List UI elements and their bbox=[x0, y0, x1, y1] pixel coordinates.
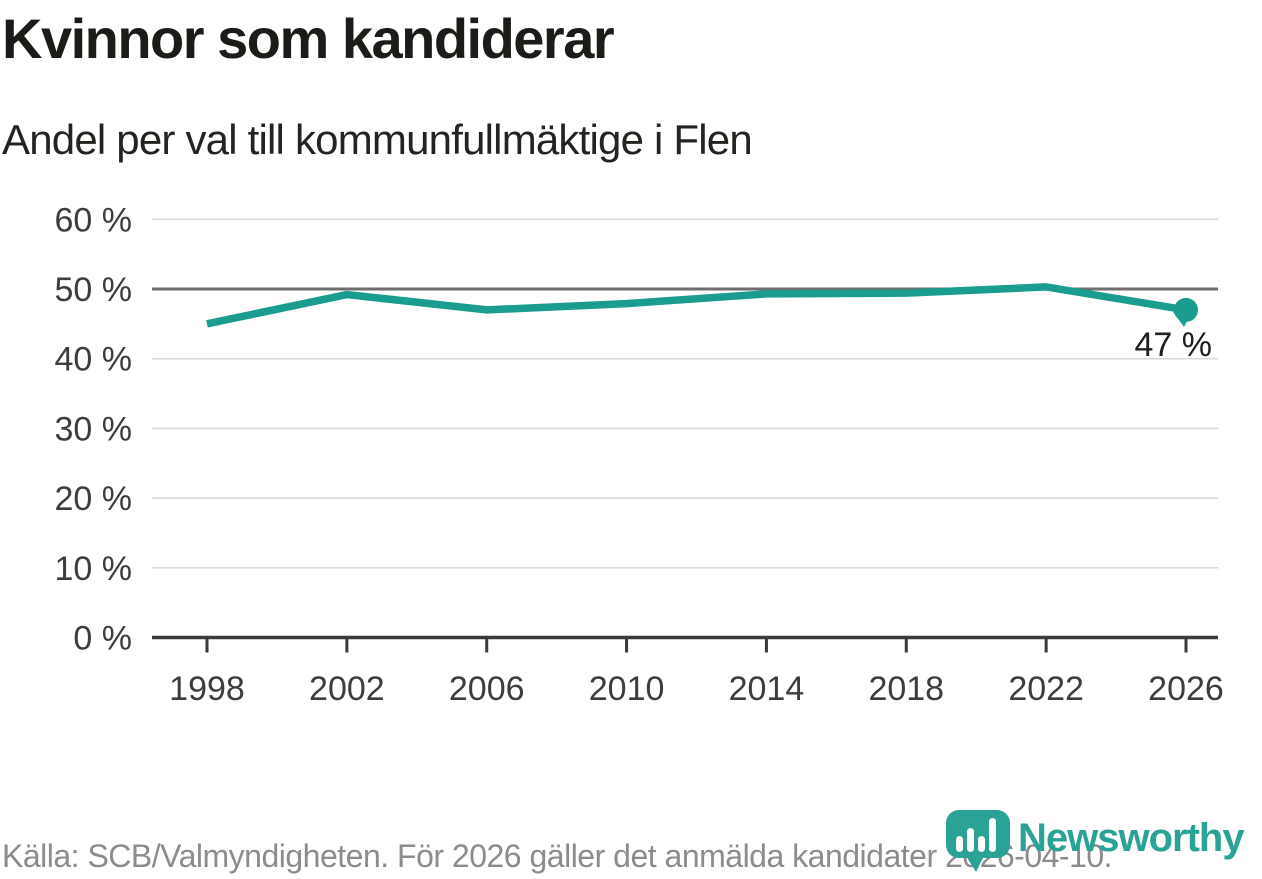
chart-subtitle: Andel per val till kommunfullmäktige i F… bbox=[2, 116, 753, 163]
x-axis bbox=[152, 635, 1218, 653]
x-tick-label: 2022 bbox=[1008, 670, 1084, 708]
newsworthy-logo-icon bbox=[946, 810, 1010, 872]
source-note: Källa: SCB/Valmyndigheten. För 2026 gäll… bbox=[2, 838, 1113, 874]
x-tick-label: 2018 bbox=[868, 670, 944, 708]
end-point-marker bbox=[1174, 297, 1198, 322]
newsworthy-logo: Newsworthy bbox=[946, 810, 1245, 872]
y-tick-label: 50 % bbox=[55, 271, 133, 309]
x-tick-label: 2002 bbox=[309, 670, 385, 708]
y-axis-labels: 0 % 10 % 20 % 30 % 40 % 50 % 60 % bbox=[55, 201, 133, 657]
y-tick-label: 10 % bbox=[55, 550, 133, 588]
x-tick-label: 2006 bbox=[449, 670, 525, 708]
y-tick-label: 30 % bbox=[55, 410, 133, 448]
y-tick-label: 20 % bbox=[55, 480, 133, 518]
y-tick-label: 0 % bbox=[73, 620, 132, 658]
x-tick-label: 1998 bbox=[169, 670, 245, 708]
page-title: Kvinnor som kandiderar bbox=[2, 7, 615, 70]
gridlines bbox=[152, 218, 1218, 569]
x-tick-label: 2014 bbox=[729, 670, 805, 708]
data-line bbox=[206, 283, 1187, 328]
x-axis-labels: 1998 2002 2006 2010 2014 2018 2022 2026 bbox=[169, 670, 1224, 708]
end-value-label: 47 % bbox=[1135, 326, 1213, 364]
x-tick-label: 2010 bbox=[589, 670, 665, 708]
x-tick-label: 2026 bbox=[1148, 670, 1224, 708]
y-tick-label: 60 % bbox=[55, 201, 133, 239]
newsworthy-logo-text: Newsworthy bbox=[1018, 816, 1245, 860]
y-tick-label: 40 % bbox=[55, 341, 133, 379]
